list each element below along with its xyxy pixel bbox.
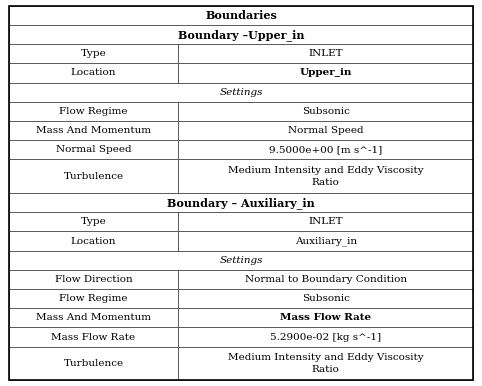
Text: Location: Location [71,68,116,78]
Text: Subsonic: Subsonic [302,107,350,116]
Text: Type: Type [80,49,107,58]
Bar [178,289,473,308]
Text: Medium Intensity and Eddy Viscosity
Ratio: Medium Intensity and Eddy Viscosity Rati… [228,166,424,186]
Text: Flow Direction: Flow Direction [54,275,133,284]
Text: Type: Type [80,217,107,226]
Text: Mass And Momentum: Mass And Momentum [36,126,151,135]
Bar [178,102,473,121]
Bar [9,6,473,25]
Text: Normal Speed: Normal Speed [288,126,363,135]
Text: Medium Intensity and Eddy Viscosity
Ratio: Medium Intensity and Eddy Viscosity Rati… [228,353,424,374]
Text: INLET: INLET [308,49,343,58]
Bar [178,270,473,289]
Text: Location: Location [71,237,116,245]
Text: Mass And Momentum: Mass And Momentum [36,313,151,322]
Bar [178,327,473,347]
Bar [178,140,473,159]
Bar [9,308,178,327]
Text: Turbulence: Turbulence [64,172,123,181]
Bar [9,102,178,121]
Text: Settings: Settings [219,88,263,97]
Text: Settings: Settings [219,256,263,265]
Text: Boundaries: Boundaries [205,10,277,21]
Bar [178,44,473,63]
Text: INLET: INLET [308,217,343,226]
Bar [178,121,473,140]
Text: Auxiliary_in: Auxiliary_in [295,236,357,246]
Text: Turbulence: Turbulence [64,359,123,368]
Text: Flow Regime: Flow Regime [59,107,128,116]
Bar [9,212,178,231]
Bar [178,347,473,380]
Bar [178,63,473,83]
Bar [9,140,178,159]
Text: Boundary – Auxiliary_in: Boundary – Auxiliary_in [167,196,315,208]
Bar [9,121,178,140]
Text: Boundary –Upper_in: Boundary –Upper_in [178,29,304,41]
Bar [9,44,178,63]
Bar [9,193,473,212]
Bar [9,270,178,289]
Text: 9.5000e+00 [m s^-1]: 9.5000e+00 [m s^-1] [269,145,382,154]
Text: 5.2900e-02 [kg s^-1]: 5.2900e-02 [kg s^-1] [270,332,381,342]
Bar [9,251,473,270]
Bar [9,347,178,380]
Bar [9,159,178,193]
Text: Mass Flow Rate: Mass Flow Rate [52,332,135,342]
Bar [178,159,473,193]
Bar [9,63,178,83]
Text: Mass Flow Rate: Mass Flow Rate [280,313,371,322]
Text: Normal Speed: Normal Speed [55,145,131,154]
Bar [9,289,178,308]
Bar [9,25,473,44]
Bar [9,83,473,102]
Bar [178,212,473,231]
Bar [9,327,178,347]
Bar [178,308,473,327]
Text: Subsonic: Subsonic [302,294,350,303]
Text: Normal to Boundary Condition: Normal to Boundary Condition [245,275,407,284]
Bar [9,231,178,251]
Text: Upper_in: Upper_in [300,68,352,78]
Bar [178,231,473,251]
Text: Flow Regime: Flow Regime [59,294,128,303]
